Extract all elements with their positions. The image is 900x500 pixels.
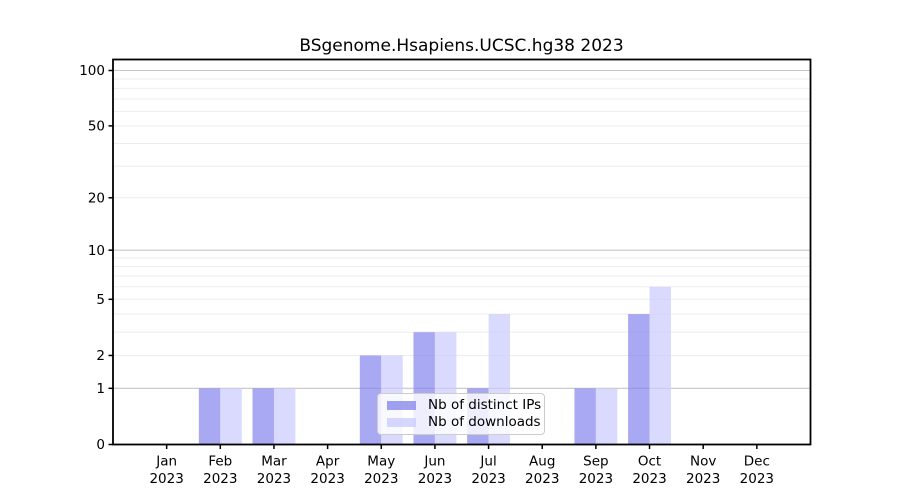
bar-downloads-mar [273,388,296,445]
x-tick-label: Jul 2023 [471,454,505,488]
y-tick-label: 0 [96,437,105,453]
axes-frame [112,58,812,446]
x-tick-label: Dec 2023 [740,454,774,488]
x-tick-label: Jun 2023 [418,454,452,488]
legend-label-distinct-ips: Nb of distinct IPs [428,396,542,413]
y-tick-label: 1 [96,381,105,397]
y-tick-label: 10 [88,243,105,259]
bar-distinct-ips-sep [574,388,596,445]
legend-item-distinct-ips: Nb of distinct IPs [387,398,541,413]
y-tick-label: 2 [96,348,105,364]
bar-downloads-oct [649,286,671,445]
chart-title: BSgenome.Hsapiens.UCSC.hg38 2023 [299,36,624,56]
bar-downloads-feb [220,388,242,445]
x-tick-label: Feb 2023 [203,454,237,488]
bar-distinct-ips-feb [198,388,221,445]
legend-label-downloads: Nb of downloads [428,414,541,430]
x-tick-label: Apr 2023 [310,454,344,488]
bar-downloads-sep [595,388,618,445]
legend-swatch-distinct-ips-icon [387,400,416,410]
bar-distinct-ips-oct [628,314,650,445]
x-tick-label: Oct 2023 [632,454,666,488]
x-tick-label: Nov 2023 [686,454,720,488]
x-tick-label: Sep 2023 [579,454,613,488]
x-tick-label: Aug 2023 [525,454,559,488]
legend-item-downloads: Nb of downloads [387,415,541,430]
bar-distinct-ips-may [359,355,382,445]
y-tick-label: 100 [79,63,105,79]
x-tick-label: Jan 2023 [149,454,183,488]
x-tick-label: May 2023 [364,454,398,488]
y-tick-label: 50 [88,119,105,135]
y-tick-label: 20 [88,191,105,207]
y-tick-label: 5 [96,292,105,308]
bar-distinct-ips-mar [252,388,274,445]
legend: Nb of distinct IPs Nb of downloads [377,393,545,435]
x-tick-label: Mar 2023 [257,454,291,488]
legend-swatch-downloads-icon [387,418,416,428]
